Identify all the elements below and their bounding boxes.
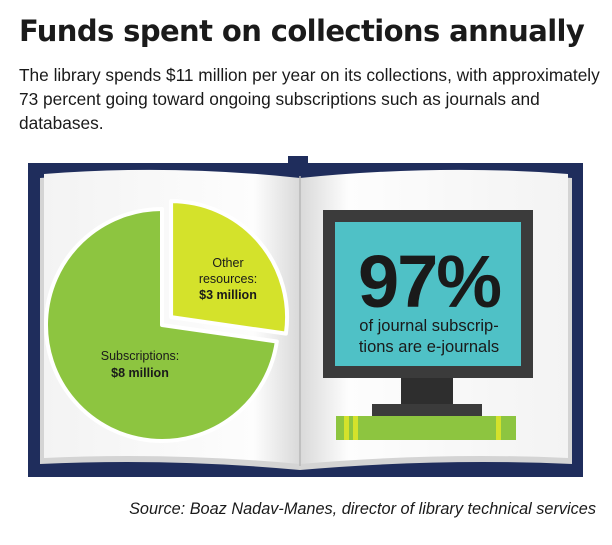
pie-label-other-value: $3 million [199,288,257,302]
pie-label-other-line1: Other [212,256,243,270]
closed-book-band-2 [353,416,358,440]
callout-line-2: tions are e-journals [359,338,499,356]
page-subtitle: The library spends $11 million per year … [19,65,600,133]
closed-book-band-3 [496,416,501,440]
pie-label-subscriptions-value: $8 million [111,366,169,380]
pie-chart: Other resources: $3 million Subscriptions: $… [44,199,290,443]
computer-monitor-icon: 97% of journal subscrip- tions are e-jou… [323,210,533,416]
monitor-base [372,404,482,416]
closed-book-band-1 [344,416,349,440]
monitor-screen [335,222,521,366]
page-title: Funds spent on collections annually [19,14,585,48]
book-spine-tab [288,156,308,166]
monitor-neck [401,378,453,406]
pie-slice-subscriptions [44,207,279,443]
closed-book-body [336,416,516,440]
pie-label-other-line2: resources: [199,272,257,286]
callout-percentage: 97% [358,240,500,323]
callout-line-1: of journal subscrip- [359,317,498,335]
pie-slice-other-resources [169,199,290,336]
pie-label-subscriptions: Subscriptions: [101,349,180,363]
source-note: Source: Boaz Nadav-Manes, director of li… [129,500,596,518]
closed-book-icon [336,416,516,440]
